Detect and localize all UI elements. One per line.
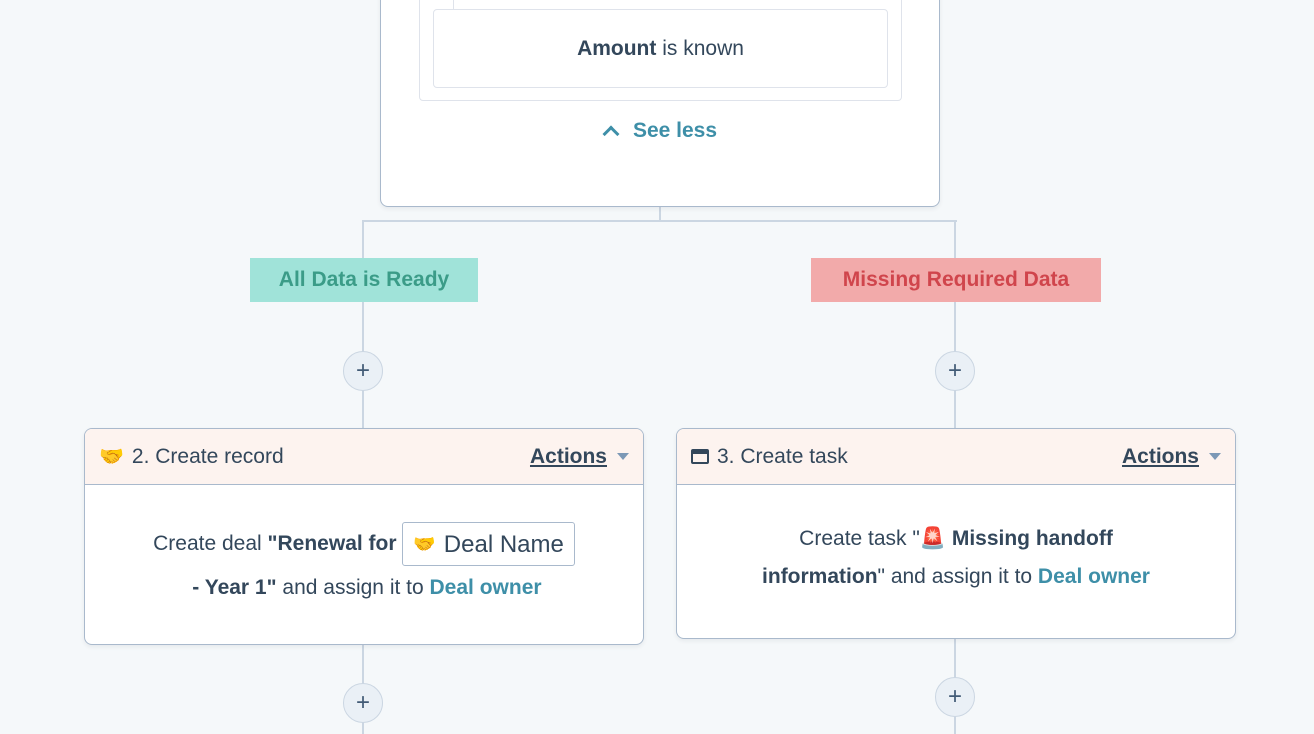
card-description: Create deal "Renewal for 🤝 Deal Name - Ye… (85, 485, 643, 609)
card-title: 3. Create task (717, 444, 848, 468)
condition-operator: is known (656, 36, 744, 60)
branch-label-text: All Data is Ready (278, 268, 450, 291)
card-header: 🤝 2. Create record Actions (85, 429, 643, 485)
handshake-icon: 🤝 (413, 533, 436, 554)
description-text: " and assign it to (877, 565, 1038, 588)
if-then-branch-card: Amount is known See less (380, 0, 940, 207)
description-text: Create task " (799, 527, 920, 550)
action-card-create-record[interactable]: 🤝 2. Create record Actions Create deal "… (84, 428, 644, 645)
connector (954, 220, 956, 428)
conditions-group: Amount is known (419, 0, 902, 101)
card-title: 2. Create record (131, 444, 284, 468)
branch-label-all-data-ready: All Data is Ready (250, 258, 478, 302)
card-header: 3. Create task Actions (677, 429, 1235, 485)
branch-label-missing-data: Missing Required Data (811, 258, 1101, 302)
token-label: Deal Name (443, 530, 564, 558)
add-step-button[interactable]: + (935, 351, 975, 391)
actions-label: Actions (529, 444, 607, 468)
caret-down-icon (617, 453, 629, 460)
connector (659, 207, 661, 222)
condition-property: Amount (577, 36, 657, 60)
actions-label: Actions (1121, 444, 1199, 468)
siren-icon: 🚨 (919, 527, 946, 550)
card-description: Create task "🚨 Missing handoff informati… (677, 485, 1235, 596)
caret-down-icon (1209, 453, 1221, 460)
deal-owner-link[interactable]: Deal owner (1037, 565, 1150, 588)
deal-name-text: "Renewal for (267, 532, 403, 555)
chevron-up-icon (602, 125, 620, 143)
action-card-create-task[interactable]: 3. Create task Actions Create task "🚨 Mi… (676, 428, 1236, 639)
deal-name-token: 🤝 Deal Name (402, 522, 575, 567)
actions-dropdown[interactable]: Actions (530, 445, 629, 469)
condition-box[interactable]: Amount is known (433, 9, 888, 88)
add-step-button[interactable]: + (343, 683, 383, 723)
connector (362, 220, 957, 222)
add-step-button[interactable]: + (343, 351, 383, 391)
plus-icon: + (947, 357, 962, 384)
add-step-button[interactable]: + (935, 677, 975, 717)
plus-icon: + (947, 683, 962, 710)
task-icon (691, 449, 709, 464)
deal-owner-link[interactable]: Deal owner (429, 576, 542, 600)
branch-label-text: Missing Required Data (842, 268, 1070, 291)
plus-icon: + (355, 357, 370, 384)
actions-dropdown[interactable]: Actions (1122, 445, 1221, 469)
see-less-label: See less (632, 119, 718, 142)
handshake-icon: 🤝 (99, 446, 124, 468)
description-text: and assign it to (276, 576, 430, 600)
divider (453, 0, 454, 10)
connector (362, 220, 364, 428)
see-less-button[interactable]: See less (381, 119, 939, 143)
plus-icon: + (355, 689, 370, 716)
description-text: Create deal (153, 532, 268, 555)
task-name-text: Missing handoff information (762, 527, 1113, 588)
deal-name-text: - Year 1" (186, 576, 277, 600)
